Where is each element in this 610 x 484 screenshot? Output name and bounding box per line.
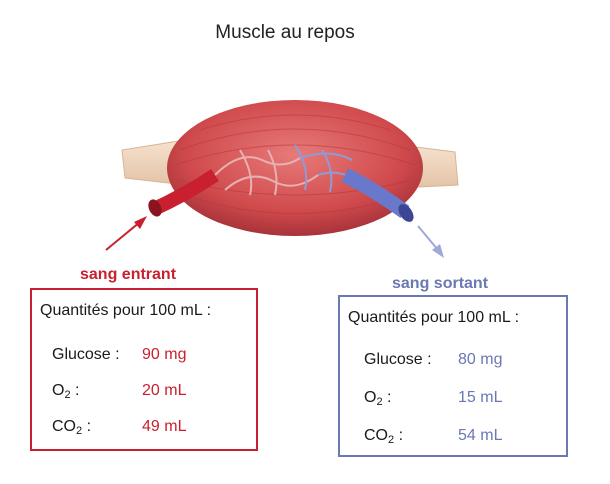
incoming-header: Quantités pour 100 mL : <box>40 302 212 319</box>
o2-label: O2 : <box>364 389 392 408</box>
arrow-in <box>105 216 147 251</box>
co2-label: CO2 : <box>52 418 92 437</box>
co2-value: 54 mL <box>458 427 503 444</box>
o2-value: 20 mL <box>142 382 187 399</box>
diagram-title: Muscle au repos <box>215 22 355 43</box>
glucose-label: Glucose : <box>52 346 120 363</box>
glucose-label: Glucose : <box>364 351 432 368</box>
glucose-value: 80 mg <box>458 351 503 368</box>
incoming-caption: sang entrant <box>80 266 177 283</box>
muscle-belly <box>167 100 423 236</box>
artery-opening <box>148 199 162 217</box>
o2-value: 15 mL <box>458 389 503 406</box>
o2-label: O2 : <box>52 382 80 401</box>
co2-label: CO2 : <box>364 427 404 446</box>
outgoing-caption: sang sortant <box>392 275 489 292</box>
arrow-out <box>417 225 444 258</box>
outgoing-blood-box: Quantités pour 100 mL : Glucose : 80 mg … <box>338 295 568 457</box>
outgoing-header: Quantités pour 100 mL : <box>348 309 520 326</box>
co2-value: 49 mL <box>142 418 187 435</box>
vein-opening <box>398 204 414 222</box>
incoming-blood-box: Quantités pour 100 mL : Glucose : 90 mg … <box>30 288 258 451</box>
glucose-value: 90 mg <box>142 346 187 363</box>
